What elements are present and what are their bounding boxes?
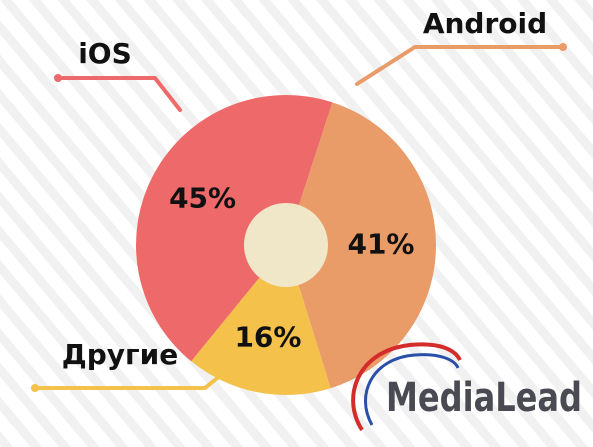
value-label: 45% [169,182,236,215]
legend-label: Android [423,7,547,40]
connector [56,76,182,112]
connector-dot [559,43,567,51]
legend-label: Другие [62,338,178,371]
connector-dot [54,74,62,82]
value-label: 16% [234,320,301,353]
logo-swoosh [364,353,460,426]
logo-text: MediaLead [386,375,582,421]
pie-slice [135,94,333,362]
connector [33,364,234,390]
pie-slice [286,102,437,389]
connector-dot [31,384,39,392]
logo-swoosh [351,342,462,432]
value-label: 41% [347,228,414,261]
logo: MediaLead [351,342,582,432]
donut-hole [244,203,328,287]
connector [355,45,565,86]
legend-label: iOS [78,37,132,70]
